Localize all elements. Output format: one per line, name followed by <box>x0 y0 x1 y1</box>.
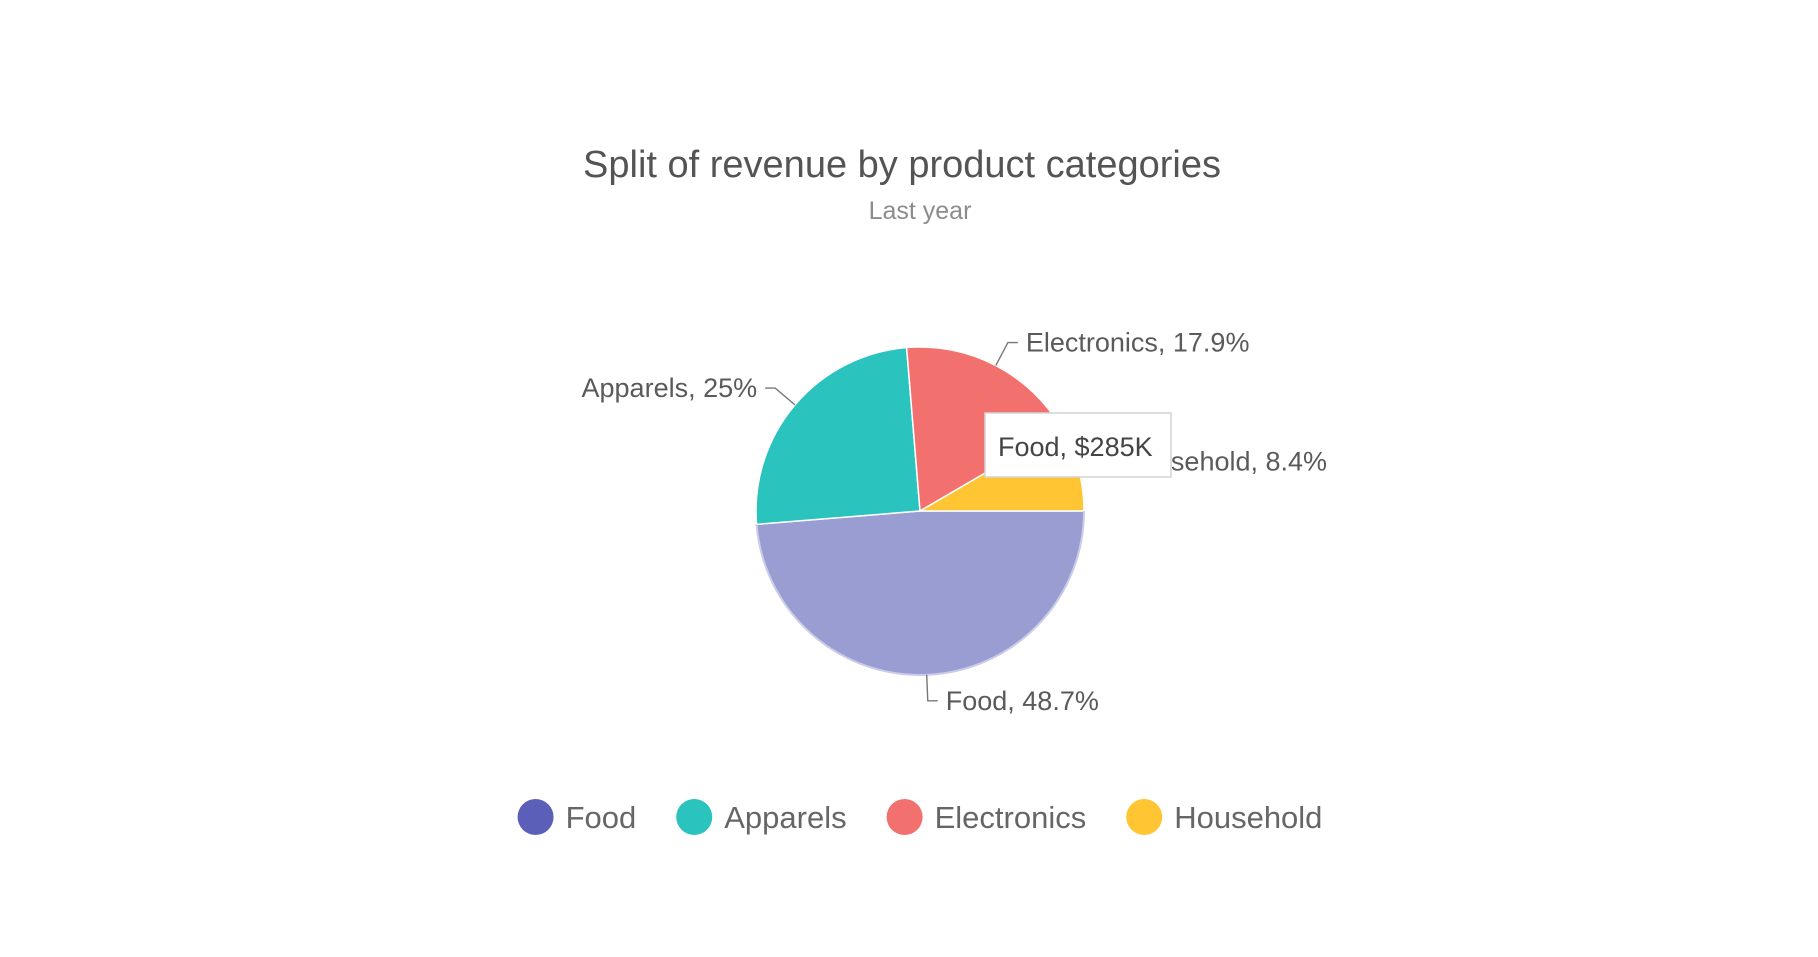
legend-label-apparels: Apparels <box>724 800 846 835</box>
chart-title: Split of revenue by product categories <box>583 144 1221 186</box>
leader-line-food <box>926 674 938 702</box>
legend-item-electronics[interactable]: Electronics <box>886 799 1087 835</box>
leader-line-apparels <box>765 387 796 406</box>
legend-label-food: Food <box>566 800 637 835</box>
pie-slice-food[interactable] <box>755 510 1085 676</box>
legend-item-household[interactable]: Household <box>1126 799 1322 835</box>
legend-label-electronics: Electronics <box>935 800 1087 835</box>
pie-slice-hover-outline <box>755 510 1085 676</box>
pie-data-labels: Food, 48.7% Apparels, 25% Electronics, 17.… <box>582 328 1328 716</box>
leader-line-electronics <box>995 341 1018 366</box>
legend-marker-apparels <box>676 799 713 835</box>
pie-slices <box>755 346 1085 676</box>
legend-label-household: Household <box>1174 800 1322 835</box>
legend-marker-food <box>517 799 554 835</box>
data-label-food: Food, 48.7% <box>946 686 1099 716</box>
legend-item-food[interactable]: Food <box>517 799 637 835</box>
tooltip-text: Food, $285K <box>998 432 1153 462</box>
data-label-electronics: Electronics, 17.9% <box>1026 328 1250 358</box>
legend-item-apparels[interactable]: Apparels <box>676 799 847 835</box>
data-label-apparels: Apparels, 25% <box>582 373 758 403</box>
legend-marker-household <box>1126 799 1163 835</box>
tooltip-box <box>984 412 1172 478</box>
tooltip: Food, $285K <box>984 412 1172 478</box>
legend-marker-electronics <box>886 799 923 835</box>
chart-subtitle: Last year <box>869 197 972 225</box>
legend: Food Apparels Electronics Household <box>517 799 1322 835</box>
pie-slice-apparels[interactable] <box>755 346 921 526</box>
